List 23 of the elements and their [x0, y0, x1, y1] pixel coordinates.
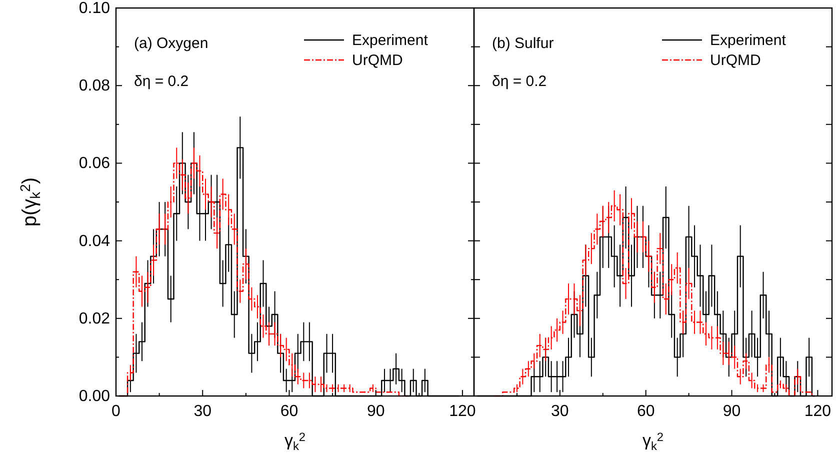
x-tick-label: 30	[194, 403, 212, 420]
x-tick-label: 30	[551, 403, 569, 420]
annotation: (b) Sulfur	[492, 35, 554, 52]
annotation: (a) Oxygen	[134, 35, 208, 52]
legend-label: Experiment	[352, 32, 429, 49]
x-tick-label: 0	[112, 403, 121, 420]
y-tick-label: 0.10	[78, 0, 110, 17]
x-tick-label: 90	[366, 403, 385, 420]
annotation: δη = 0.2	[492, 73, 547, 90]
y-tick-label: 0.00	[78, 388, 110, 405]
x-tick-label: 60	[280, 403, 298, 420]
legend-label: Experiment	[710, 32, 787, 49]
y-tick-label: 0.04	[78, 232, 110, 250]
x-tick-label: 120	[449, 403, 476, 420]
x-tick-label: 60	[636, 403, 655, 420]
x-tick-label: 120	[804, 403, 832, 420]
legend-label: UrQMD	[352, 52, 403, 69]
legend-label: UrQMD	[710, 52, 761, 69]
y-tick-label: 0.08	[78, 78, 110, 95]
y-tick-label: 0.06	[78, 155, 110, 172]
y-tick-label: 0.02	[78, 310, 110, 328]
x-tick-label: 90	[722, 403, 741, 420]
annotation: δη = 0.2	[134, 73, 189, 90]
